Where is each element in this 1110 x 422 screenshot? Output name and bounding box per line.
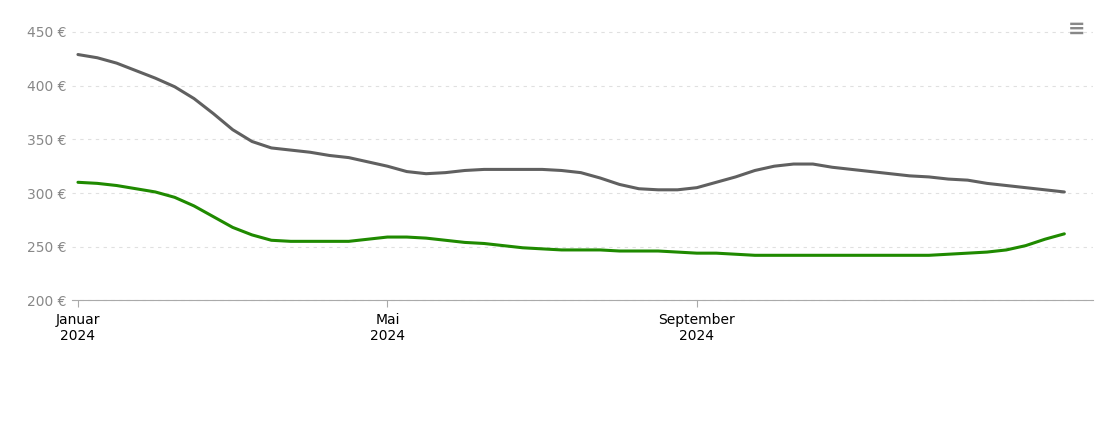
- Text: ≡: ≡: [1068, 19, 1086, 39]
